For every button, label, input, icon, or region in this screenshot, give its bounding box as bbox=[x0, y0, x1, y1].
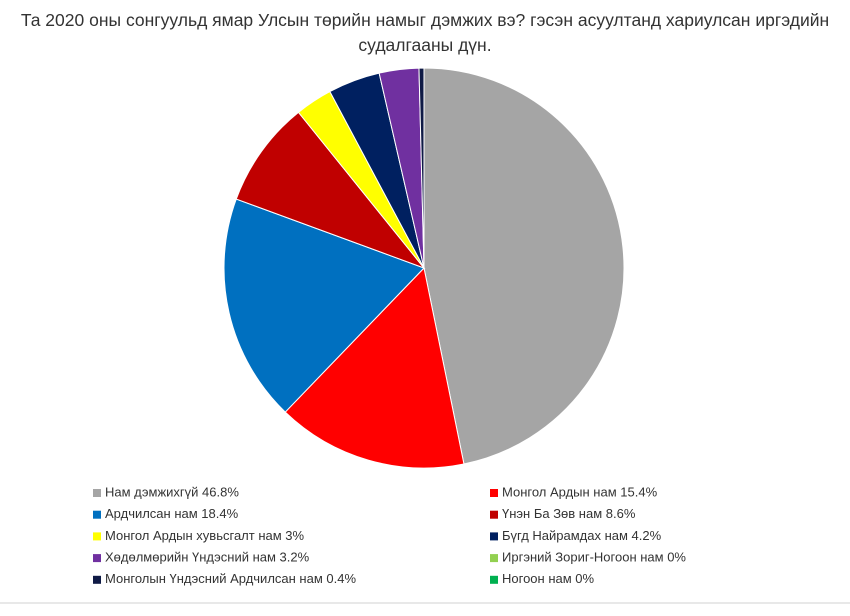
legend-swatch bbox=[490, 575, 498, 584]
legend-swatch bbox=[490, 510, 498, 519]
legend-label: Хөдөлмөрийн Үндэсний нам 3.2% bbox=[105, 550, 310, 565]
legend-label: Ногоон нам 0% bbox=[502, 571, 595, 586]
legend-label: Үнэн Ба Зөв нам 8.6% bbox=[502, 506, 636, 521]
legend-label: Монгол Ардын хувьсгалт нам 3% bbox=[105, 528, 305, 543]
legend-swatch bbox=[490, 554, 498, 563]
legend-swatch bbox=[93, 575, 101, 584]
legend-label: Монгол Ардын нам 15.4% bbox=[502, 484, 658, 499]
legend-swatch bbox=[490, 489, 498, 497]
pie-slice bbox=[284, 266, 465, 469]
legend-label: Нам дэмжихгүй 46.8% bbox=[105, 484, 239, 499]
pie-slice bbox=[223, 198, 425, 413]
pie-slice bbox=[418, 67, 425, 269]
legend-swatch bbox=[93, 554, 101, 563]
legend-swatch bbox=[93, 489, 101, 497]
legend-swatch bbox=[93, 510, 101, 519]
pie-slice bbox=[235, 111, 426, 270]
legend-label: Монголын Үндэсний Ардчилсан нам 0.4% bbox=[105, 571, 356, 586]
legend-swatch bbox=[490, 532, 498, 541]
legend-swatch bbox=[93, 532, 101, 541]
legend-label: Бүгд Найрамдах нам 4.2% bbox=[502, 528, 662, 543]
legend-label: Ардчилсан нам 18.4% bbox=[105, 506, 239, 521]
chart-title: Та 2020 оны сонгуульд ямар Улсын төрийн … bbox=[20, 10, 830, 55]
legend-label: Иргэний Зориг-Ногоон нам 0% bbox=[502, 550, 686, 565]
pie-slice bbox=[423, 67, 625, 465]
